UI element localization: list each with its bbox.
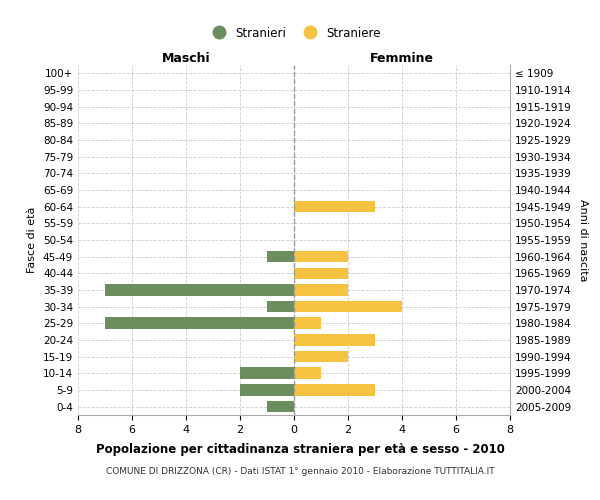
Bar — [267, 401, 294, 412]
Bar — [294, 268, 348, 279]
Bar — [294, 334, 375, 346]
Bar — [294, 251, 348, 262]
Bar — [294, 368, 321, 379]
Text: Femmine: Femmine — [370, 52, 434, 65]
Text: COMUNE DI DRIZZONA (CR) - Dati ISTAT 1° gennaio 2010 - Elaborazione TUTTITALIA.I: COMUNE DI DRIZZONA (CR) - Dati ISTAT 1° … — [106, 468, 494, 476]
Bar — [267, 251, 294, 262]
Text: Popolazione per cittadinanza straniera per età e sesso - 2010: Popolazione per cittadinanza straniera p… — [95, 442, 505, 456]
Bar — [294, 201, 375, 212]
Y-axis label: Fasce di età: Fasce di età — [28, 207, 37, 273]
Bar — [240, 368, 294, 379]
Legend: Stranieri, Straniere: Stranieri, Straniere — [202, 22, 386, 44]
Text: Maschi: Maschi — [161, 52, 211, 65]
Bar — [267, 301, 294, 312]
Bar — [294, 301, 402, 312]
Bar — [105, 284, 294, 296]
Bar — [240, 384, 294, 396]
Bar — [294, 284, 348, 296]
Y-axis label: Anni di nascita: Anni di nascita — [578, 198, 588, 281]
Bar — [105, 318, 294, 329]
Bar — [294, 351, 348, 362]
Bar — [294, 384, 375, 396]
Bar — [294, 318, 321, 329]
